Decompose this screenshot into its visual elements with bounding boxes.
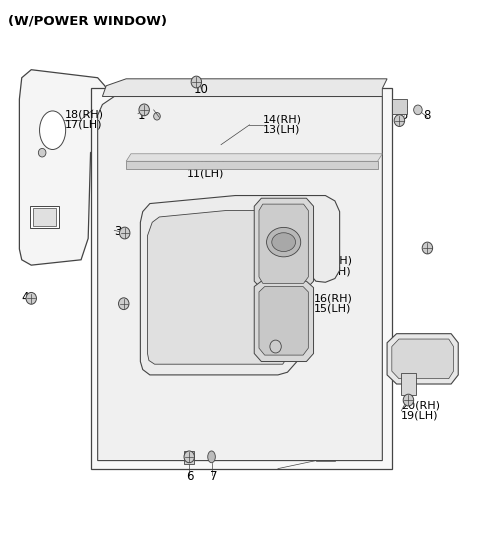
Polygon shape [30, 206, 59, 228]
Circle shape [403, 394, 414, 406]
Text: 20(RH): 20(RH) [401, 400, 440, 411]
Text: 14(RH): 14(RH) [263, 115, 302, 124]
Polygon shape [126, 154, 383, 161]
Polygon shape [19, 70, 112, 265]
Text: 23(RH): 23(RH) [313, 256, 352, 266]
Text: 17(LH): 17(LH) [64, 120, 102, 129]
Circle shape [26, 293, 36, 304]
Text: 5: 5 [400, 109, 408, 122]
Text: 22(LH): 22(LH) [313, 266, 351, 276]
Polygon shape [259, 204, 308, 283]
Text: 12(RH): 12(RH) [187, 159, 226, 168]
Ellipse shape [39, 111, 66, 149]
Text: 10: 10 [193, 83, 208, 96]
Circle shape [394, 115, 405, 127]
Text: 15(LH): 15(LH) [313, 304, 351, 314]
Circle shape [414, 105, 422, 115]
Text: 11(LH): 11(LH) [187, 169, 224, 179]
Text: 16(RH): 16(RH) [313, 293, 352, 304]
Ellipse shape [266, 227, 301, 257]
Text: 19(LH): 19(LH) [401, 411, 439, 420]
Polygon shape [254, 281, 313, 361]
Text: 4: 4 [22, 291, 29, 304]
Polygon shape [387, 334, 458, 384]
Polygon shape [140, 195, 340, 375]
Polygon shape [97, 96, 383, 460]
Polygon shape [392, 339, 454, 379]
Polygon shape [401, 373, 416, 395]
Text: 7: 7 [210, 470, 217, 483]
Text: 2: 2 [423, 241, 430, 254]
Polygon shape [184, 452, 194, 464]
Text: 1: 1 [138, 109, 145, 122]
Circle shape [38, 148, 46, 157]
Ellipse shape [208, 451, 216, 463]
Circle shape [422, 242, 432, 254]
Ellipse shape [272, 233, 296, 252]
Circle shape [184, 451, 194, 463]
Text: 13(LH): 13(LH) [263, 124, 300, 135]
Polygon shape [33, 208, 56, 226]
Text: 6: 6 [186, 470, 194, 483]
Circle shape [154, 113, 160, 120]
Circle shape [139, 104, 149, 116]
Polygon shape [259, 287, 308, 355]
Text: 9: 9 [120, 297, 128, 310]
Polygon shape [91, 88, 392, 469]
Polygon shape [254, 198, 313, 289]
Text: 21: 21 [408, 373, 423, 386]
Circle shape [120, 227, 130, 239]
Circle shape [119, 298, 129, 309]
Text: (W/POWER WINDOW): (W/POWER WINDOW) [8, 15, 167, 28]
Polygon shape [102, 79, 387, 96]
Polygon shape [126, 161, 378, 169]
Text: 18(RH): 18(RH) [64, 109, 104, 119]
Circle shape [191, 76, 202, 88]
Text: 3: 3 [114, 226, 121, 239]
Polygon shape [147, 210, 290, 364]
Text: 8: 8 [424, 109, 431, 122]
Polygon shape [392, 99, 407, 114]
Circle shape [270, 340, 281, 353]
